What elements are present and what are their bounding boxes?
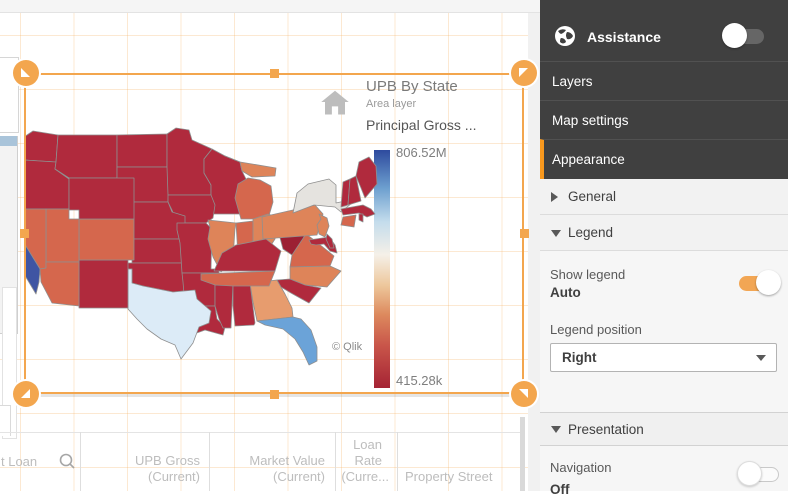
legend-min-value: 415.28k — [396, 373, 443, 388]
legend-position-dropdown[interactable]: Right — [550, 343, 777, 372]
table-header-loan[interactable]: t Loan — [1, 454, 38, 469]
section-legend[interactable]: Legend — [540, 215, 788, 251]
legend-max-value: 806.52M — [396, 145, 447, 160]
resize-handle-bottom-right[interactable] — [511, 381, 537, 407]
chevron-right-icon — [551, 192, 558, 202]
table-header-loan-rate-1[interactable]: Loan — [353, 437, 382, 452]
navigation-value: Off — [550, 482, 570, 497]
panel-item-map-settings[interactable]: Map settings — [540, 100, 788, 139]
assistance-label: Assistance — [587, 29, 661, 45]
table-header-upb-gross[interactable]: UPB Gross — [134, 453, 200, 468]
section-presentation-label: Presentation — [568, 422, 644, 437]
map-title: UPB By State — [366, 78, 458, 95]
table-top-border — [0, 432, 520, 433]
partial-filter-pane-body — [2, 287, 17, 439]
partial-filter-pane — [0, 136, 18, 439]
table-column-separator — [80, 432, 81, 491]
table-column-separator — [335, 432, 336, 491]
resize-handle-right[interactable] — [520, 229, 529, 238]
globe-icon — [555, 26, 575, 46]
map-object[interactable]: UPB By State Area layer Principal Gross … — [24, 73, 524, 394]
table-header-loan-rate-2[interactable]: Rate — [354, 453, 382, 468]
home-icon[interactable] — [320, 88, 350, 116]
resize-handle-top[interactable] — [270, 69, 279, 78]
legend-gradient-bar — [374, 150, 390, 388]
resize-handle-left[interactable] — [20, 229, 29, 238]
table-header-property-street[interactable]: Property Street — [405, 469, 493, 484]
panel-item-layers[interactable]: Layers — [540, 61, 788, 100]
panel-item-appearance[interactable]: Appearance — [540, 139, 788, 179]
partial-object-bottom-left — [0, 405, 11, 436]
sheet-right-gutter — [528, 13, 540, 491]
map-attribution: © Qlik — [332, 341, 363, 353]
resize-handle-bottom-left[interactable] — [13, 381, 39, 407]
legend-position-label: Legend position — [550, 322, 642, 337]
resize-handle-top-right[interactable] — [511, 60, 537, 86]
partial-filter-pane-header — [0, 136, 17, 146]
dropdown-caret-icon — [756, 355, 766, 361]
section-legend-label: Legend — [568, 225, 614, 240]
table-column-separator — [209, 432, 210, 491]
table-header-market-value[interactable]: Market Value — [249, 453, 325, 468]
section-presentation[interactable]: Presentation — [540, 412, 788, 446]
top-toolbar-strip — [0, 0, 540, 13]
navigation-label: Navigation — [550, 460, 612, 475]
table-header-upb-gross-2[interactable]: (Current) — [147, 469, 200, 484]
table-scrollbar[interactable] — [520, 417, 525, 491]
chevron-down-icon — [551, 426, 561, 433]
table-header-loan-rate-3[interactable]: (Curre... — [341, 469, 389, 484]
map-layer-label: Area layer — [366, 98, 417, 110]
navigation-toggle[interactable] — [737, 461, 781, 487]
resize-handle-top-left[interactable] — [13, 60, 39, 86]
show-legend-toggle[interactable] — [737, 270, 781, 296]
table-header-market-value-2[interactable]: (Current) — [272, 469, 325, 484]
section-general[interactable]: General — [540, 179, 788, 215]
section-general-label: General — [568, 189, 617, 204]
resize-handle-bottom[interactable] — [270, 390, 279, 399]
show-legend-label: Show legend — [550, 267, 626, 282]
legend-position-value: Right — [562, 350, 597, 365]
chevron-down-icon — [551, 230, 561, 237]
assistance-toggle[interactable] — [722, 23, 766, 49]
show-legend-value: Auto — [550, 285, 581, 300]
table-column-separator — [397, 432, 398, 491]
map-measure-label: Principal Gross ... — [366, 117, 477, 133]
us-choropleth-map[interactable] — [24, 122, 378, 370]
search-icon[interactable] — [58, 452, 76, 470]
selection-frame — [24, 73, 524, 394]
